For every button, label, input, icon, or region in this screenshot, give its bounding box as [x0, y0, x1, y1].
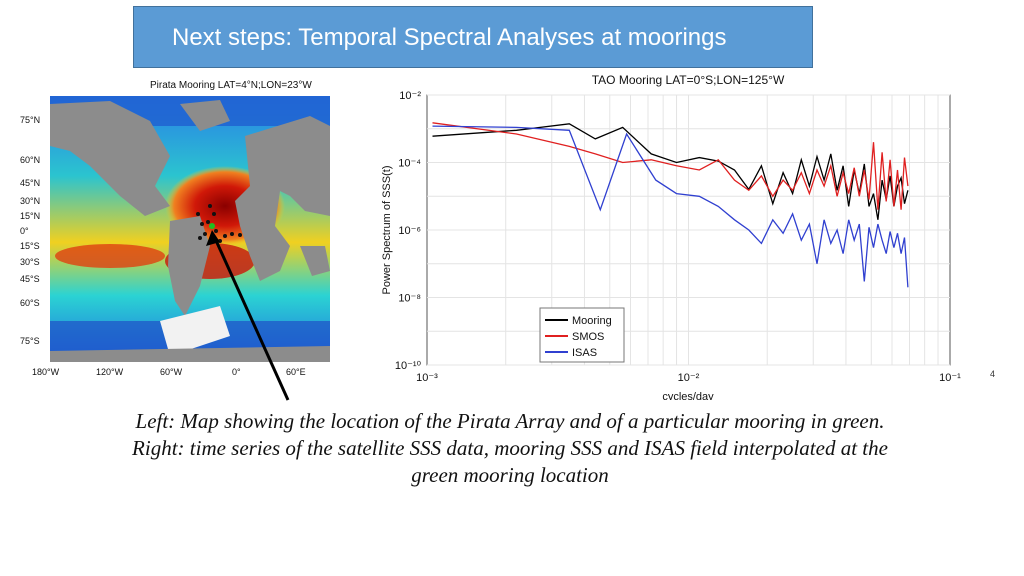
caption: Left: Map showing the location of the Pi… — [30, 408, 990, 489]
legend: Mooring SMOS ISAS — [539, 307, 625, 363]
lat-label: 45°N — [20, 178, 41, 188]
legend-label: Mooring — [572, 315, 612, 327]
y-tick-label: 10⁻⁶ — [398, 225, 421, 237]
y-tick-label: 10⁻² — [399, 90, 421, 102]
y-tick-label: 10⁻¹⁰ — [395, 360, 422, 372]
x-tick-label: 10⁻³ — [416, 372, 438, 384]
lat-label: 45°S — [20, 274, 40, 284]
lat-label: 15°N — [20, 211, 41, 221]
x-tick-label: 10⁻² — [678, 372, 700, 384]
y-tick-label: 10⁻⁴ — [398, 158, 421, 170]
map-title: Pirata Mooring LAT=4°N;LON=23°W — [150, 80, 312, 91]
lat-label: 15°S — [20, 241, 40, 251]
caption-line: Right: time series of the satellite SSS … — [132, 436, 888, 460]
legend-label: ISAS — [572, 347, 597, 359]
lon-label: 180°W — [32, 367, 60, 377]
x-tick-label: 10⁻¹ — [939, 372, 961, 384]
legend-label: SMOS — [572, 331, 604, 343]
caption-line: Left: Map showing the location of the Pi… — [135, 409, 885, 433]
series-line-isas — [432, 125, 909, 288]
y-tick-label: 10⁻⁸ — [398, 293, 421, 305]
map-image — [50, 96, 330, 362]
lat-label: 75°S — [20, 336, 40, 346]
stray-text: 4 — [990, 369, 996, 379]
lat-label: 30°S — [20, 257, 40, 267]
lon-label: 120°W — [96, 367, 124, 377]
lon-label: 60°E — [286, 367, 306, 377]
lat-label: 60°N — [20, 155, 41, 165]
title-banner: Next steps: Temporal Spectral Analyses a… — [133, 6, 813, 68]
lon-label: 0° — [232, 367, 241, 377]
slide-title: Next steps: Temporal Spectral Analyses a… — [172, 24, 727, 51]
green-mooring-marker — [209, 223, 215, 229]
x-axis-label: cycles/day — [662, 391, 714, 400]
caption-line: green mooring location — [411, 463, 609, 487]
lat-label: 60°S — [20, 298, 40, 308]
spectrum-chart: TAO Mooring LAT=0°S;LON=125°W 10⁻³ 10⁻² 10… — [381, 73, 961, 400]
lat-label: 30°N — [20, 196, 41, 206]
lat-label: 75°N — [20, 115, 41, 125]
lon-label: 60°W — [160, 367, 183, 377]
chart-title: TAO Mooring LAT=0°S;LON=125°W — [592, 73, 785, 87]
y-axis-label: Power Spectrum of SSS(t) — [381, 166, 393, 295]
lat-label: 0° — [20, 226, 29, 236]
series-line-smos — [432, 122, 909, 210]
